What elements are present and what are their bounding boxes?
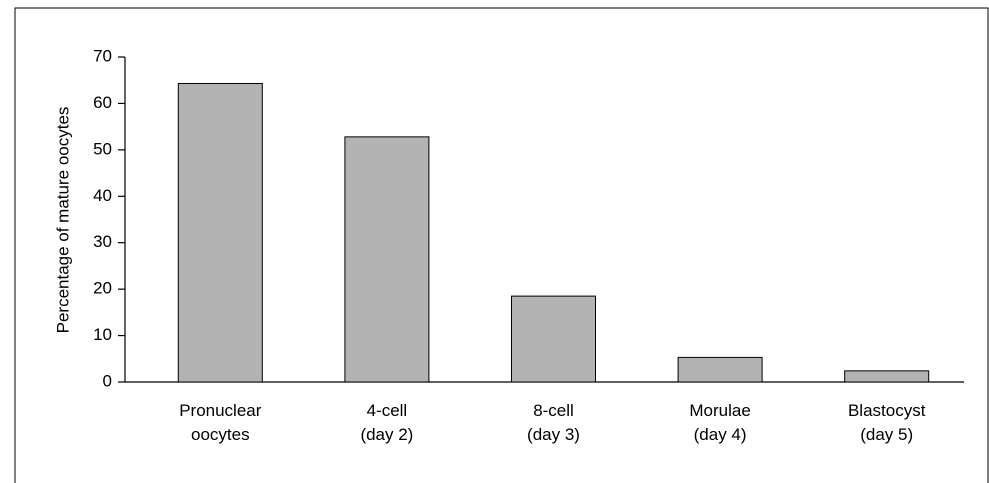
y-tick-label: 60 xyxy=(93,93,112,112)
x-tick-label-line: (day 3) xyxy=(527,425,580,444)
x-tick-label-line: Pronuclear xyxy=(179,401,262,420)
y-tick-label: 10 xyxy=(93,325,112,344)
y-axis-label: Percentage of mature oocytes xyxy=(53,107,72,334)
x-tick-label: Pronuclear oocytes xyxy=(179,401,262,444)
y-tick-label: 30 xyxy=(93,232,112,251)
x-tick-label-line: (day 5) xyxy=(860,425,913,444)
x-tick-label-line: Morulae xyxy=(689,401,750,420)
y-tick-label: 40 xyxy=(93,186,112,205)
x-tick-label-line: (day 2) xyxy=(360,425,413,444)
y-tick-label: 50 xyxy=(93,139,112,158)
x-tick-label-line: 4-cell xyxy=(367,401,408,420)
y-tick-label: 0 xyxy=(103,371,112,390)
bar xyxy=(677,356,763,383)
x-tick-label-line: (day 4) xyxy=(694,425,747,444)
x-tick-label: 4-cell (day 2) xyxy=(360,401,413,444)
bar xyxy=(511,295,596,383)
x-tick-label: 8-cell (day 3) xyxy=(527,401,580,444)
x-tick-label: Morulae (day 4) xyxy=(689,401,750,444)
x-tick-label-line: Blastocyst xyxy=(848,401,926,420)
x-tick-label-line: oocytes xyxy=(191,425,250,444)
x-tick-label: Blastocyst (day 5) xyxy=(848,401,926,444)
bar xyxy=(344,136,430,383)
y-tick-label: 20 xyxy=(93,279,112,298)
bar xyxy=(844,370,930,383)
bar xyxy=(177,82,263,383)
frame xyxy=(14,7,989,483)
y-tick-label: 70 xyxy=(93,46,112,65)
x-tick-label-line: 8-cell xyxy=(533,401,574,420)
